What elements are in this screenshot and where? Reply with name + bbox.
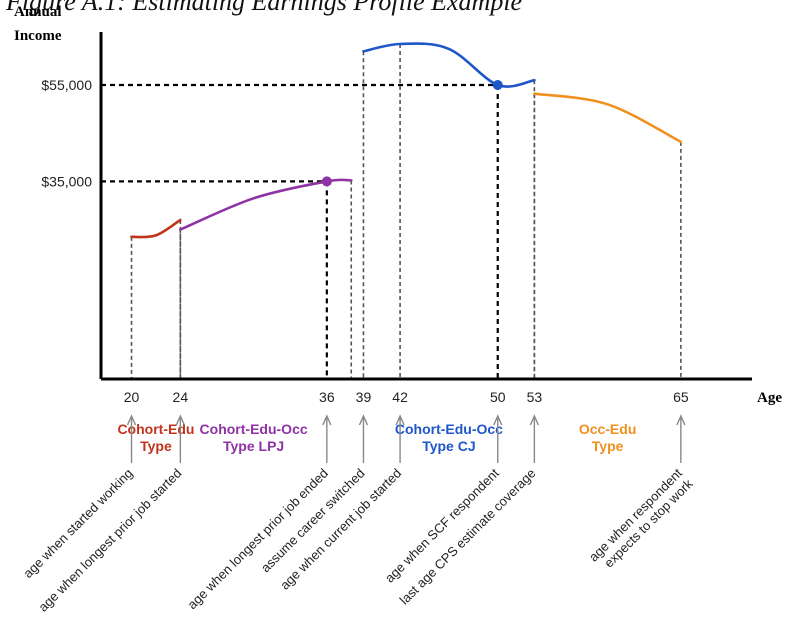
y-axis-title-line1: Annual xyxy=(14,4,62,20)
annotation-arrow-head xyxy=(358,414,369,426)
segment-type-label: Type xyxy=(140,438,172,454)
earnings-curve-cohort-edu xyxy=(130,218,182,239)
annotation-label: last age CPS estimate coverage xyxy=(397,466,539,608)
plot-area: $35,000 $55,000 20 24 36 39 42 50 53 65 Cohort-Edu… xyxy=(20,32,752,615)
segment-type-label: Cohort-Edu xyxy=(117,421,194,437)
segment-type-label: Cohort-Edu-Occ xyxy=(395,421,503,437)
segment-type-label: Type xyxy=(592,438,624,454)
annotation-arrow-head xyxy=(676,414,686,426)
earnings-curve-lpj xyxy=(179,178,353,231)
annotation-arrow-head xyxy=(126,414,137,426)
annotation-arrow-head xyxy=(529,414,540,426)
annotation-label: age when respondent xyxy=(586,465,685,564)
x-tick-label: 20 xyxy=(124,389,140,405)
data-point-marker xyxy=(321,176,332,187)
annotation-label-group: last age CPS estimate coverage xyxy=(397,466,539,608)
earnings-curve-occ-edu xyxy=(533,92,683,144)
y-axis-title-line2: Income xyxy=(14,28,62,44)
segment-type-label: Cohort-Edu-Occ xyxy=(200,421,308,437)
x-tick-label: 24 xyxy=(173,389,189,405)
x-tick-label: 36 xyxy=(319,389,335,405)
earnings-curve-cj xyxy=(362,42,536,88)
segment-type-label: Type LPJ xyxy=(223,438,284,454)
annotation-label: age when longest prior job ended xyxy=(184,466,331,613)
segment-type-label: Type CJ xyxy=(422,438,475,454)
x-tick-label: 42 xyxy=(392,389,408,405)
y-tick-label: $35,000 xyxy=(41,173,92,189)
x-tick-label: 50 xyxy=(490,389,506,405)
y-tick-label: $55,000 xyxy=(41,77,92,93)
annotation-label-group: age when longest prior job ended xyxy=(184,466,331,613)
annotation-arrow-head xyxy=(175,414,185,426)
annotation-arrow-head xyxy=(322,414,332,426)
segment-type-label: Occ-Edu xyxy=(579,421,637,437)
figure-caption: Figure A.1: Estimating Earnings Profile … xyxy=(5,0,522,16)
x-tick-label: 65 xyxy=(673,389,689,405)
x-axis-title: Age xyxy=(757,390,782,406)
x-tick-label: 53 xyxy=(527,389,543,405)
data-point-marker xyxy=(492,80,503,91)
x-tick-label: 39 xyxy=(356,389,372,405)
annotation-arrow-head xyxy=(395,414,405,426)
annotation-arrow-head xyxy=(493,414,503,426)
